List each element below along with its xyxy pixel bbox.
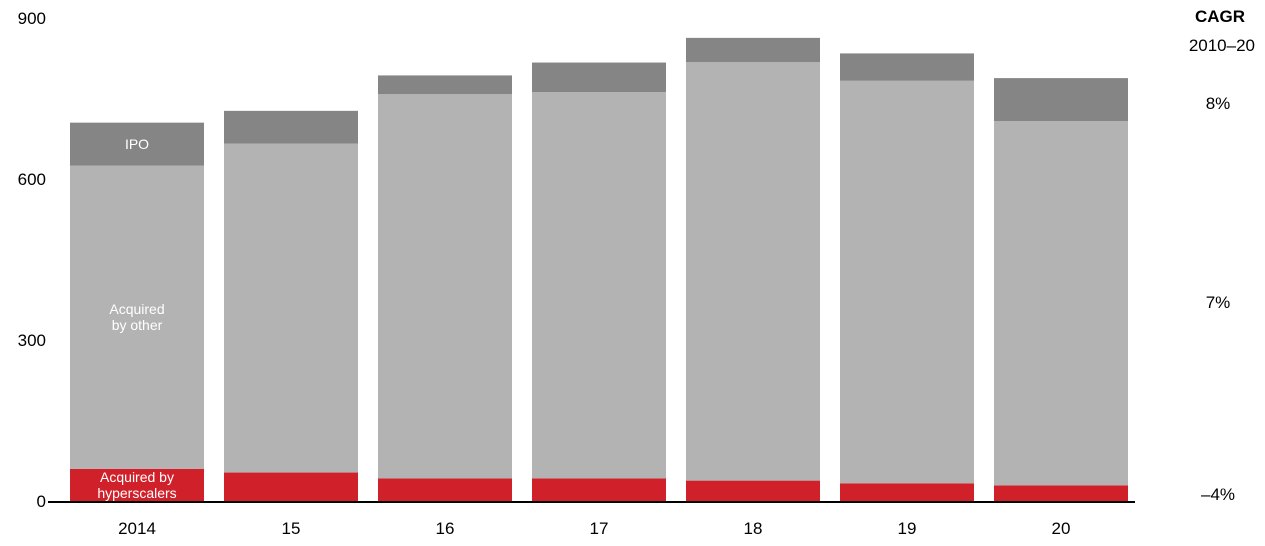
bar-segment-acquired-by-other	[70, 165, 204, 469]
bar-segment-ipo	[840, 53, 974, 81]
cagr-column: CAGR 2010–20 8% 7% –4%	[1189, 7, 1255, 504]
bar-segment-ipo	[532, 62, 666, 93]
bar-segment-ipo	[686, 37, 820, 63]
bar-segment-acquired-by-other	[686, 62, 820, 481]
bar-segment-acquired-by-other	[532, 92, 666, 479]
bar-segment-ipo	[70, 122, 204, 166]
bar-segment-acquired-by-hyperscalers	[532, 478, 666, 501]
y-tick-label: 600	[18, 170, 46, 189]
bar-segment-acquired-by-hyperscalers	[994, 485, 1128, 501]
x-axis: 2014 15 16 17 18 19 20	[118, 519, 1070, 538]
x-tick-label: 2014	[118, 519, 156, 538]
x-tick-label: 19	[898, 519, 917, 538]
bar-segment-acquired-by-hyperscalers	[224, 472, 358, 501]
bar-segment-acquired-by-other	[994, 121, 1128, 486]
bar-segment-acquired-by-hyperscalers	[840, 483, 974, 501]
bar-segment-acquired-by-other	[378, 94, 512, 479]
ipo-label: IPO	[125, 136, 149, 152]
acquired-by-other-label: Acquired	[109, 301, 164, 317]
bar-segment-acquired-by-hyperscalers	[378, 478, 512, 501]
x-tick-label: 16	[436, 519, 455, 538]
acquired-by-other-label: by other	[112, 317, 163, 333]
bar-segment-ipo	[224, 110, 358, 144]
cagr-subtitle: 2010–20	[1189, 36, 1255, 55]
cagr-value: –4%	[1201, 485, 1235, 504]
y-axis: 0 300 600 900	[18, 9, 46, 511]
bar-segment-acquired-by-hyperscalers	[686, 480, 820, 501]
y-tick-label: 0	[37, 492, 46, 511]
x-tick-label: 15	[282, 519, 301, 538]
bars	[70, 37, 1128, 501]
cagr-value: 8%	[1206, 94, 1231, 113]
x-tick-label: 18	[744, 519, 763, 538]
acquired-by-hyperscalers-label: hyperscalers	[97, 485, 176, 501]
bar-segment-acquired-by-hyperscalers	[70, 468, 204, 501]
acquired-by-hyperscalers-label: Acquired by	[100, 469, 174, 485]
cagr-title: CAGR	[1195, 7, 1245, 26]
bar-segment-ipo	[378, 75, 512, 95]
x-tick-label: 17	[590, 519, 609, 538]
bar-segment-acquired-by-other	[224, 143, 358, 473]
x-tick-label: 20	[1052, 519, 1071, 538]
y-tick-label: 300	[18, 331, 46, 350]
bar-segment-acquired-by-other	[840, 80, 974, 484]
y-tick-label: 900	[18, 9, 46, 28]
bar-segment-ipo	[994, 78, 1128, 122]
cagr-value: 7%	[1206, 293, 1231, 312]
